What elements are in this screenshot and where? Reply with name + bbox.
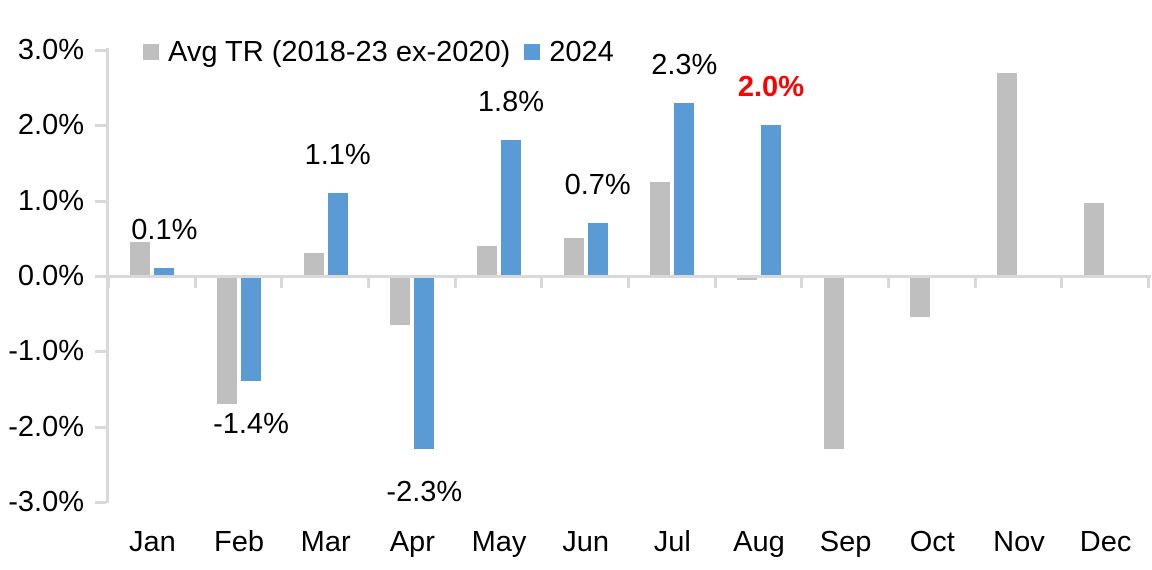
y-axis-label--1.0%: -1.0% [8,335,84,368]
bar-avg-tr-nov [996,72,1017,276]
y-tick-3.0% [95,49,106,53]
legend-swatch-avg-tr [143,44,159,60]
bar-2024-mar [327,193,348,276]
bar-avg-tr-jun [563,238,584,276]
data-label-2024-jun: 0.7% [564,169,631,202]
x-axis-label-dec: Dec [1079,526,1132,558]
x-axis-label-jul: Jul [653,526,691,558]
y-tick-0.0% [95,275,106,278]
x-tick-3 [366,276,370,288]
bar-avg-tr-sep [823,276,844,450]
legend-item-2024: 2024 [524,36,614,68]
x-axis-label-may: May [471,526,527,558]
x-axis-label-sep: Sep [819,526,872,558]
bar-2024-jul [674,102,695,276]
y-axis-label-0.0%: 0.0% [17,260,84,292]
x-axis-label-jun: Jun [562,526,609,558]
bar-avg-tr-jul [650,181,671,276]
bar-avg-tr-dec [1083,202,1104,276]
data-label-2024-aug: 2.0% [737,71,804,104]
legend-swatch-2024 [524,44,541,60]
y-tick-2.0% [95,124,106,128]
bar-avg-tr-feb [216,276,237,404]
x-tick-2 [280,276,284,288]
x-axis-label-nov: Nov [993,526,1045,558]
y-axis-label--2.0%: -2.0% [8,410,84,443]
x-axis-label-oct: Oct [909,526,955,558]
x-axis-label-feb: Feb [213,526,264,558]
legend-item-avg-tr: Avg TR (2018-23 ex-2020) [143,36,510,68]
x-tick-5 [540,276,544,288]
bar-2024-may [500,140,521,276]
bar-2024-feb [240,276,261,382]
x-tick-11 [1060,276,1064,288]
bar-avg-tr-mar [303,253,324,276]
x-axis-label-mar: Mar [300,526,351,558]
x-tick-6 [626,276,630,288]
y-tick--3.0% [95,500,106,504]
x-tick-12 [1146,276,1150,288]
y-tick-1.0% [95,199,106,203]
bar-2024-jan [154,268,175,276]
legend-label-avg-tr: Avg TR (2018-23 ex-2020) [168,36,511,68]
y-axis-label-2.0%: 2.0% [17,109,84,142]
bar-2024-jun [587,223,608,276]
x-tick-0 [107,276,110,288]
x-tick-9 [886,276,890,288]
chart-legend: Avg TR (2018-23 ex-2020) 2024 [143,36,614,68]
x-tick-7 [713,276,717,288]
y-tick--2.0% [95,425,106,429]
x-tick-10 [973,276,977,288]
data-label-2024-feb: -1.4% [213,408,289,441]
bar-avg-tr-may [476,245,497,276]
data-label-2024-may: 1.8% [477,86,545,119]
data-label-2024-mar: 1.1% [304,139,371,172]
bar-avg-tr-apr [390,276,411,325]
bar-avg-tr-oct [910,276,931,318]
x-tick-4 [453,276,457,288]
x-axis-label-jan: Jan [128,526,176,558]
y-tick--1.0% [95,350,106,354]
y-axis-label--3.0%: -3.0% [8,485,84,518]
x-tick-8 [800,276,804,288]
x-axis-label-aug: Aug [733,526,785,558]
x-axis-label-apr: Apr [389,526,435,558]
y-axis-label-3.0%: 3.0% [17,34,84,67]
y-axis-label-1.0%: 1.0% [17,184,84,217]
bar-avg-tr-jan [130,242,151,276]
bar-2024-apr [414,276,435,450]
data-label-2024-apr: -2.3% [386,476,463,509]
legend-label-2024: 2024 [549,36,614,68]
x-tick-1 [193,276,197,288]
data-label-2024-jan: 0.1% [131,214,198,247]
bar-2024-aug [760,125,781,276]
data-label-2024-jul: 2.3% [651,48,718,81]
